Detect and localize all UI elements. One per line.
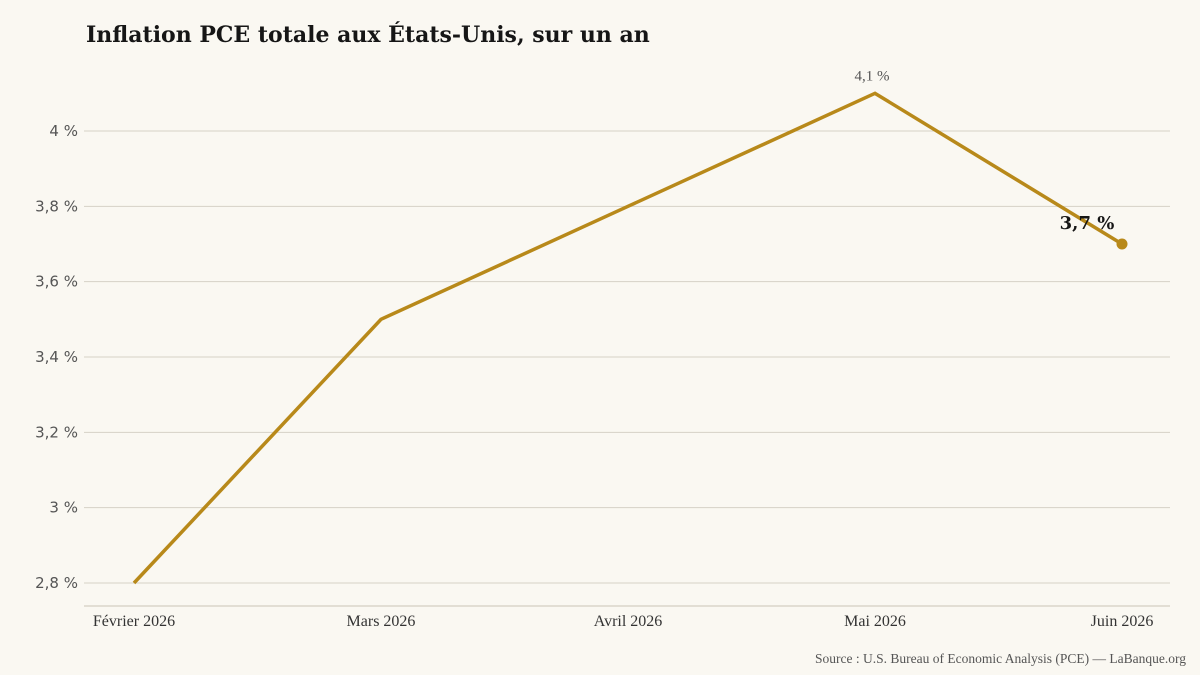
data-point bbox=[1116, 238, 1128, 250]
x-axis-ticks: Février 2026 Mars 2026 Avril 2026 Mai 2026 J… bbox=[93, 613, 1153, 630]
data-labels: 4,1 % 3,7 % bbox=[855, 68, 1115, 234]
x-tick-label: Février 2026 bbox=[93, 613, 175, 630]
y-tick-label: 2,8 % bbox=[35, 574, 78, 592]
y-tick-label: 3,6 % bbox=[35, 273, 78, 291]
y-axis-ticks: 2,8 % 3 % 3,2 % 3,4 % 3,6 % 3,8 % 4 % bbox=[35, 122, 78, 592]
x-tick-label: Mai 2026 bbox=[844, 613, 906, 630]
gridlines bbox=[84, 130, 1170, 584]
x-tick-label: Mars 2026 bbox=[347, 613, 416, 630]
data-label: 4,1 % bbox=[855, 68, 890, 84]
source-note: Source : U.S. Bureau of Economic Analysi… bbox=[815, 651, 1186, 666]
series-line bbox=[132, 91, 1123, 585]
y-tick-label: 4 % bbox=[49, 122, 78, 140]
data-label: 3,7 % bbox=[1060, 213, 1115, 234]
x-tick-label: Avril 2026 bbox=[594, 613, 663, 630]
y-tick-label: 3,8 % bbox=[35, 197, 78, 215]
series-layer bbox=[132, 91, 1128, 585]
y-tick-label: 3,4 % bbox=[35, 348, 78, 366]
x-tick-label: Juin 2026 bbox=[1091, 613, 1154, 630]
y-tick-label: 3,2 % bbox=[35, 423, 78, 441]
y-tick-label: 3 % bbox=[49, 499, 78, 517]
chart-title: Inflation PCE totale aux États-Unis, sur… bbox=[86, 22, 650, 48]
